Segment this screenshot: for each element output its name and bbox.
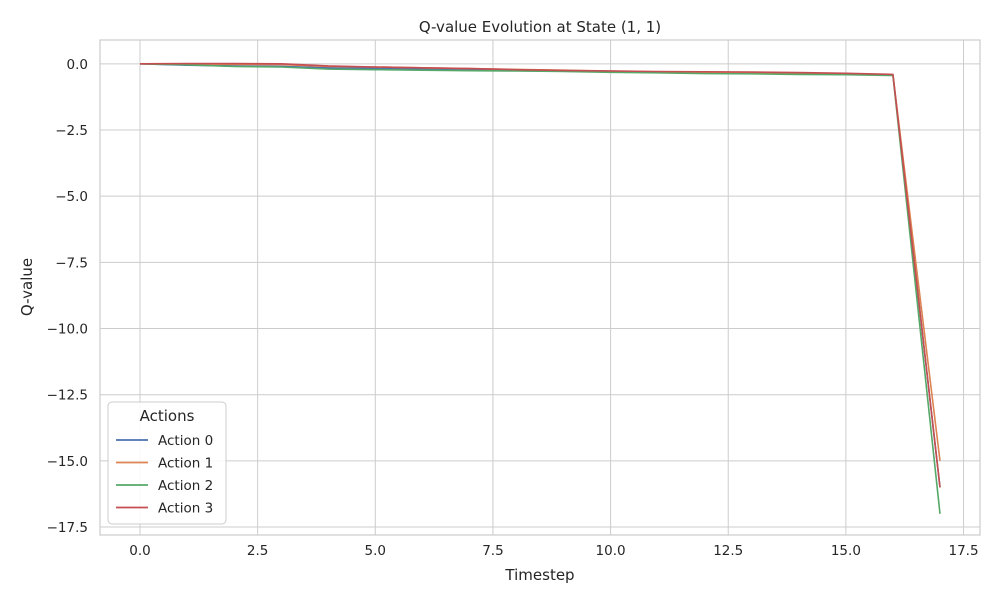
series-line-action-3 bbox=[139, 62, 941, 488]
legend-label: Action 1 bbox=[158, 456, 213, 472]
x-tick-label: 0.0 bbox=[129, 543, 150, 559]
y-tick-label: −5.0 bbox=[55, 189, 88, 205]
y-tick-label: −17.5 bbox=[47, 520, 88, 536]
series-line-action-2 bbox=[139, 63, 941, 514]
y-tick-label: −2.5 bbox=[55, 123, 88, 139]
legend-label: Action 2 bbox=[158, 478, 213, 494]
x-axis-label: Timestep bbox=[504, 566, 574, 584]
x-tick-label: 2.5 bbox=[247, 543, 268, 559]
y-tick-label: −10.0 bbox=[47, 322, 88, 338]
legend-entries: Action 0 Action 1 Action 2 Action 3 bbox=[116, 433, 213, 517]
legend-box bbox=[107, 401, 227, 525]
plot-frame bbox=[99, 39, 981, 536]
x-tick-label: 5.0 bbox=[365, 543, 386, 559]
tick-labels: 0.0 2.5 5.0 7.5 10.0 12.5 15.0 17.5 0.0 −2.5 −5.0 −… bbox=[47, 57, 979, 559]
legend-label: Action 0 bbox=[158, 433, 213, 449]
y-tick-label: −15.0 bbox=[47, 454, 88, 470]
series-line-action-0 bbox=[139, 63, 941, 488]
x-tick-label: 15.0 bbox=[831, 543, 861, 559]
x-tick-label: 7.5 bbox=[482, 543, 503, 559]
series-lines bbox=[139, 62, 941, 514]
x-tick-label: 12.5 bbox=[713, 543, 743, 559]
grid bbox=[100, 40, 980, 535]
legend-label: Action 3 bbox=[158, 501, 213, 517]
legend-title: Actions bbox=[140, 407, 195, 425]
y-axis-label: Q-value bbox=[18, 258, 36, 316]
x-tick-label: 10.0 bbox=[596, 543, 626, 559]
y-tick-label: −12.5 bbox=[47, 388, 88, 404]
chart-title: Q-value Evolution at State (1, 1) bbox=[419, 18, 661, 36]
y-tick-label: 0.0 bbox=[67, 57, 88, 73]
x-tick-label: 17.5 bbox=[948, 543, 978, 559]
y-tick-label: −7.5 bbox=[55, 255, 88, 271]
legend: Actions Action 0 Action 1 Action 2 Action 3 bbox=[107, 401, 227, 525]
